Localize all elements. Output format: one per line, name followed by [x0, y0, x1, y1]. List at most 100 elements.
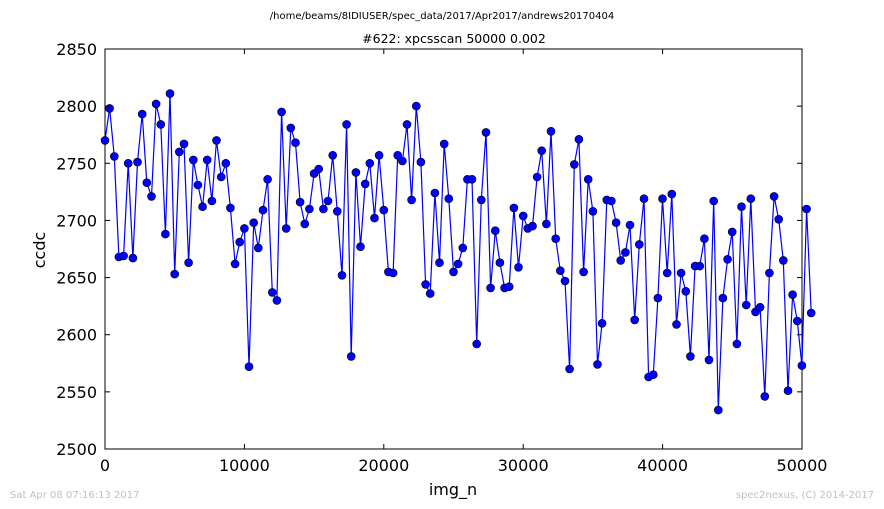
data-point — [788, 290, 797, 300]
data-point — [221, 159, 231, 168]
data-point — [421, 280, 430, 289]
data-point — [658, 194, 667, 203]
data-point — [686, 352, 695, 361]
data-point — [379, 205, 389, 215]
data-point — [555, 266, 565, 276]
data-point — [486, 283, 495, 293]
data-point — [765, 268, 774, 278]
data-point — [119, 251, 128, 261]
data-point — [695, 261, 705, 271]
data-point — [388, 268, 398, 278]
data-point — [137, 109, 147, 119]
data-point — [737, 202, 746, 211]
data-point — [356, 242, 365, 251]
data-point — [532, 172, 542, 182]
data-point — [193, 180, 203, 190]
data-point — [616, 256, 626, 265]
footer-timestamp: Sat Apr 08 07:16:13 2017 — [10, 490, 140, 501]
chart-suptitle: /home/beams/8IDIUSER/spec_data/2017/Apr2… — [270, 11, 614, 22]
data-point — [653, 293, 663, 303]
data-point — [593, 360, 602, 369]
data-point — [230, 259, 240, 269]
data-point — [305, 204, 314, 214]
data-point — [407, 195, 416, 205]
data-point — [528, 221, 537, 231]
data-point — [430, 188, 440, 198]
data-point — [374, 151, 384, 160]
data-point — [365, 159, 375, 168]
data-point — [328, 151, 338, 160]
data-point — [662, 268, 672, 278]
y-tick-label: 2700 — [56, 211, 97, 230]
data-point — [588, 207, 598, 216]
data-point — [681, 286, 691, 296]
plot-area — [104, 48, 803, 450]
data-point — [393, 151, 403, 160]
data-point — [439, 139, 449, 149]
y-tick-label: 2600 — [56, 326, 97, 345]
data-point — [514, 262, 523, 272]
y-tick-label: 2750 — [56, 154, 97, 173]
data-point — [100, 136, 110, 145]
data-point — [295, 197, 305, 207]
data-point — [198, 202, 207, 211]
data-point — [156, 120, 166, 129]
data-point — [165, 89, 175, 98]
data-point — [110, 152, 119, 161]
data-point — [723, 254, 732, 264]
data-point — [607, 196, 616, 206]
data-point — [277, 107, 286, 117]
data-point — [621, 248, 630, 257]
data-point — [611, 218, 621, 227]
data-point — [161, 229, 170, 239]
footer-credit: spec2nexus, (C) 2014-2017 — [736, 490, 874, 501]
data-point — [179, 139, 189, 149]
data-point — [435, 258, 444, 268]
data-point — [727, 227, 737, 237]
data-point — [416, 157, 426, 167]
data-point — [226, 203, 235, 213]
data-point — [444, 194, 454, 203]
data-point — [319, 204, 328, 214]
data-point — [476, 195, 486, 205]
data-point — [802, 204, 811, 214]
data-point — [370, 213, 379, 223]
data-point — [579, 267, 588, 277]
data-point — [253, 243, 263, 253]
data-point — [300, 219, 310, 229]
data-point — [332, 207, 342, 216]
data-point — [212, 136, 221, 145]
y-axis-label: ccdc — [30, 232, 49, 269]
data-point — [495, 258, 505, 268]
data-point — [551, 234, 561, 243]
data-point — [639, 194, 649, 203]
data-point — [778, 256, 788, 265]
data-point — [170, 269, 179, 279]
data-point — [133, 157, 142, 167]
data-point — [267, 288, 277, 297]
data-point — [755, 302, 765, 312]
data-point — [518, 211, 528, 221]
data-point — [713, 405, 723, 415]
data-point — [509, 203, 519, 213]
data-point — [569, 160, 579, 169]
y-tick-label: 2800 — [56, 97, 97, 116]
data-point — [346, 352, 356, 361]
data-point — [258, 205, 268, 215]
data-point — [202, 155, 212, 165]
chart-title: #622: xpcsscan 50000 0.002 — [362, 31, 546, 46]
data-point — [123, 159, 133, 168]
data-point — [732, 339, 742, 349]
x-tick-label: 50000 — [777, 456, 828, 475]
data-point — [184, 258, 193, 268]
data-point — [718, 293, 728, 303]
x-tick-label: 20000 — [358, 456, 409, 475]
data-point — [783, 386, 793, 396]
x-tick-label: 30000 — [498, 456, 549, 475]
data-point — [537, 146, 547, 155]
data-point — [542, 219, 551, 229]
data-point — [240, 224, 249, 233]
data-point — [792, 316, 802, 326]
data-point — [634, 240, 644, 249]
